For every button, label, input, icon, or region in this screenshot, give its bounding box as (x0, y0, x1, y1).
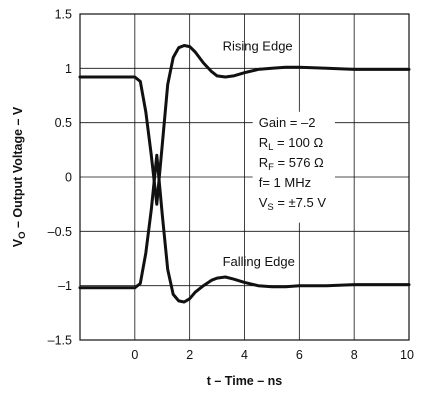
y-tick-label: –1 (58, 279, 72, 293)
annotation-vs-rest: = ±7.5 V (274, 195, 327, 210)
series-rising-edge-line (78, 44, 411, 206)
annotation-rl: RL = 100 Ω (259, 135, 324, 153)
annotation-rl-sub: L (268, 142, 273, 153)
annotation-rf-sub: F (268, 162, 274, 173)
series-layer (78, 44, 411, 304)
x-tick-label: 10 (400, 348, 414, 362)
x-tick-label: 0 (131, 348, 138, 362)
y-tick-label: 0 (65, 171, 72, 185)
y-axis-title-main: V (11, 238, 25, 247)
annotation-rf: RF = 576 Ω (259, 155, 324, 173)
annotation-gain: Gain = –2 (259, 115, 316, 130)
annotation-rf-main: R (259, 155, 268, 170)
y-axis-title-rest: – Output Voltage – V (11, 106, 25, 231)
y-axis-ticks: 1.5 1 0.5 0 –0.5 –1 –1.5 (48, 8, 72, 348)
y-axis-title-sub: O (17, 232, 28, 239)
y-tick-label: 1.5 (55, 8, 72, 22)
annotation-vs-main: V (259, 195, 268, 210)
annotation-rl-rest: = 100 Ω (273, 135, 323, 150)
annotation-rl-main: R (259, 135, 268, 150)
y-tick-label: –1.5 (48, 334, 72, 348)
falling-edge-label: Falling Edge (223, 254, 295, 269)
x-tick-label: 8 (351, 348, 358, 362)
x-tick-label: 6 (296, 348, 303, 362)
annotation-frequency: f= 1 MHz (259, 175, 311, 190)
annotation-vs-sub: S (267, 202, 273, 213)
x-axis-title: t – Time – ns (207, 374, 283, 388)
plot-frame (79, 13, 410, 341)
y-axis-title: VO – Output Voltage – V (11, 106, 28, 247)
y-tick-label: –0.5 (48, 225, 72, 239)
grid (80, 14, 409, 340)
annotation-box (252, 111, 335, 223)
x-tick-label: 2 (186, 348, 193, 362)
x-axis-ticks: 0 2 4 6 8 10 (131, 348, 414, 362)
annotation-block: Gain = –2 RL = 100 Ω RF = 576 Ω f= 1 MHz… (259, 115, 327, 213)
annotation-rf-rest: = 576 Ω (274, 155, 324, 170)
series-falling-edge-line (78, 153, 411, 304)
y-tick-label: 1 (65, 62, 72, 76)
y-tick-label: 0.5 (55, 116, 72, 130)
x-tick-label: 4 (241, 348, 248, 362)
rising-edge-label: Rising Edge (223, 39, 293, 54)
annotation-vs: VS = ±7.5 V (259, 195, 327, 213)
